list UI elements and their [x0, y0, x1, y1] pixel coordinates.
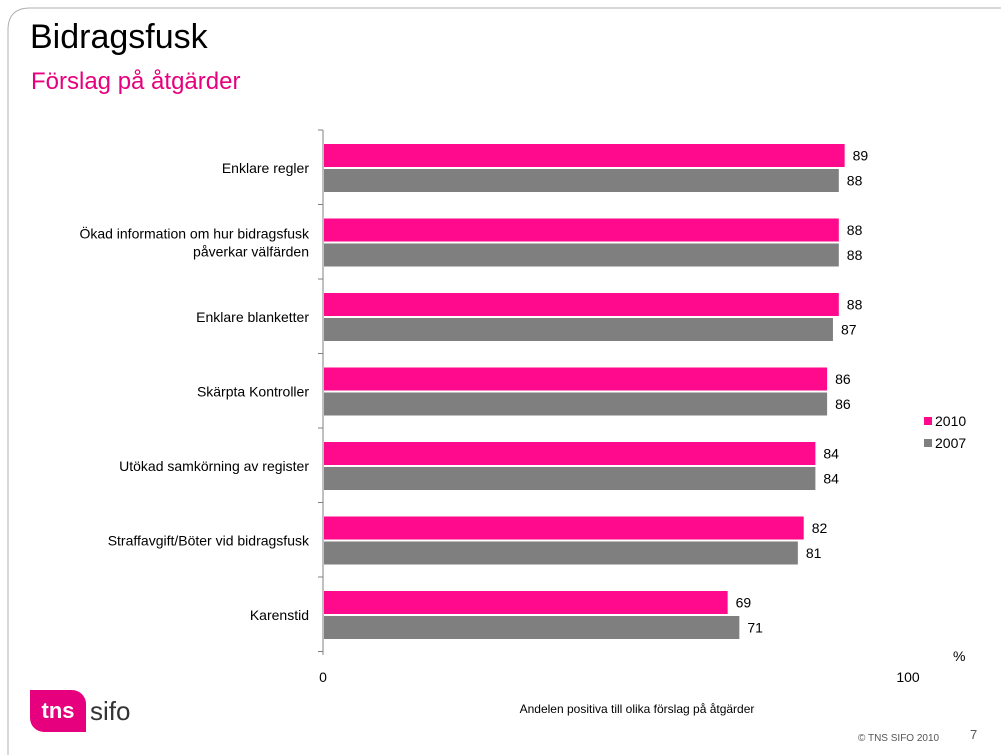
bar-2007 — [324, 541, 798, 565]
category-label: Karenstid — [250, 607, 309, 623]
legend-item-2007: 2007 — [924, 432, 966, 454]
data-label-2007: 86 — [835, 396, 851, 412]
bar-2007 — [324, 318, 833, 341]
category-label: Skärpta Kontroller — [197, 384, 309, 400]
data-label-2010: 82 — [812, 520, 828, 536]
bar-2007 — [324, 616, 740, 639]
legend-label-2010: 2010 — [935, 413, 967, 429]
bar-2007 — [324, 243, 839, 267]
bar-2010 — [324, 516, 804, 540]
legend-item-2010: 2010 — [924, 410, 966, 432]
category-label: Straffavgift/Böter vid bidragsfusk — [108, 533, 310, 549]
bar-2007 — [324, 169, 839, 192]
category-label: Enklare regler — [222, 160, 309, 176]
logo-tns-mark: tns — [30, 690, 86, 732]
copyright-text: © TNS SIFO 2010 — [858, 733, 940, 744]
category-label: Ökad information om hur bidragsfusk — [79, 225, 310, 242]
bar-2010 — [324, 144, 845, 167]
data-label-2010: 86 — [835, 371, 851, 387]
tns-sifo-logo: tns sifo — [30, 690, 150, 738]
category-label: påverkar välfärden — [193, 244, 309, 260]
data-label-2007: 84 — [823, 471, 839, 487]
data-label-2007: 81 — [806, 545, 822, 561]
data-label-2007: 71 — [747, 620, 763, 636]
data-label-2007: 87 — [841, 322, 857, 338]
bar-2007 — [324, 467, 816, 490]
legend-label-2007: 2007 — [935, 435, 967, 451]
data-label-2007: 88 — [847, 173, 863, 189]
axis-unit-label: % — [953, 648, 966, 664]
category-label: Enklare blanketter — [196, 309, 309, 325]
page-number: 7 — [970, 727, 978, 742]
category-label: Utökad samkörning av register — [119, 458, 309, 474]
bar-2007 — [324, 392, 828, 416]
slide-title: Bidragsfusk — [30, 18, 208, 56]
logo-sifo-text: sifo — [90, 696, 131, 726]
data-label-2010: 88 — [847, 297, 863, 313]
x-axis-caption: Andelen positiva till olika förslag på å… — [519, 702, 755, 716]
data-label-2010: 69 — [736, 595, 752, 611]
data-label-2010: 84 — [823, 446, 839, 462]
data-label-2010: 89 — [853, 148, 869, 164]
data-label-2010: 88 — [847, 222, 863, 238]
legend-swatch-2007 — [924, 439, 932, 447]
data-label-2007: 88 — [847, 247, 863, 263]
bar-2010 — [324, 591, 728, 614]
legend-swatch-2010 — [924, 417, 932, 425]
bar-2010 — [324, 293, 839, 316]
bar-2010 — [324, 367, 828, 391]
chart-legend: 2010 2007 — [924, 410, 966, 454]
x-tick-label: 0 — [319, 669, 327, 685]
slide-subtitle: Förslag på åtgärder — [31, 68, 241, 95]
x-tick-label: 100 — [896, 669, 920, 685]
bar-2010 — [324, 442, 816, 465]
bar-2010 — [324, 218, 839, 242]
